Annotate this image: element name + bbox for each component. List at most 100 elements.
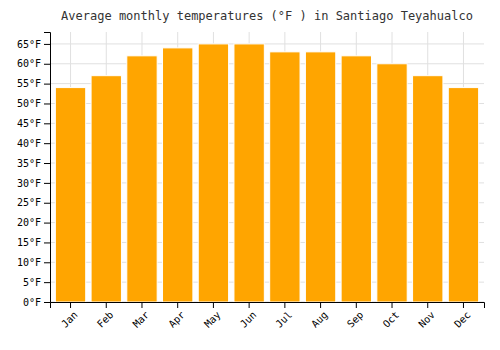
tick-label: Nov [416,309,437,330]
x-axis: Jan Feb Mar Apr May Jun Jul Aug Sep Oct Nov Dec [51,302,485,330]
tick-mark [463,302,464,308]
tick-label: 65°F [17,39,41,50]
tick: Nov [416,302,437,330]
tick-label: Sep [345,309,366,330]
bars [55,44,478,302]
plot: Jan Feb Mar Apr May Jun Jul Aug Sep Oct Nov Dec 0°F 5… [17,32,485,330]
tick: Jul [274,302,295,330]
tick: Mar [131,302,152,330]
tick-mark [44,64,50,65]
bar [91,76,121,302]
tick-label: Dec [452,309,473,330]
grid [50,32,484,302]
tick-label: Mar [131,309,152,330]
tick-label: 35°F [17,158,41,169]
tick-mark [44,143,50,144]
tick-mark [44,242,50,243]
tick: 30°F [17,178,50,189]
axis-line [44,33,51,303]
tick: 35°F [17,158,50,169]
tick-mark [320,302,321,308]
tick: 10°F [17,257,50,268]
tick-mark [44,223,50,224]
tick-label: 55°F [17,78,41,89]
tick-label: 60°F [17,58,41,69]
tick-mark [44,44,50,45]
bar [341,56,371,302]
axis-line [51,303,485,309]
tick-mark [427,302,428,308]
tick-mark [44,203,50,204]
tick: Jun [238,302,259,330]
bar [413,76,443,302]
tick-label: 10°F [17,257,41,268]
tick: 20°F [17,217,50,228]
tick-label: 5°F [23,277,41,288]
tick-mark [44,183,50,184]
tick: Dec [452,302,473,330]
grid-line [50,63,484,64]
bar [127,56,157,302]
tick-label: Jun [238,309,259,330]
tick-mark [177,302,178,308]
tick-label: Jul [274,309,295,330]
tick: Sep [345,302,366,330]
tick-label: 30°F [17,178,41,189]
tick-label: 50°F [17,98,41,109]
tick-label: Aug [309,309,330,330]
title: Average monthly temperatures (°F ) in Sa… [61,9,473,23]
tick: 40°F [17,138,50,149]
tick: May [202,302,223,330]
tick: Aug [309,302,330,330]
tick-label: 40°F [17,138,41,149]
chart: Jan Feb Mar Apr May Jun Jul Aug Sep Oct Nov Dec 0°F 5… [0,0,500,350]
tick-label: May [202,309,223,330]
bar [270,52,300,302]
tick-label: Oct [381,309,402,330]
tick: 65°F [17,39,50,50]
tick-label: 0°F [23,297,41,308]
tick: Feb [95,302,116,330]
y-axis: 0°F 5°F 10°F 15°F 20°F 25°F 30°F 35°F 40°F 45°F 50… [17,33,51,308]
tick-label: 15°F [17,237,41,248]
tick-mark [44,302,50,303]
tick-mark [249,302,250,308]
tick-label: Apr [166,309,187,330]
bar [234,44,264,302]
tick: 0°F [23,297,50,308]
bar [163,48,193,302]
tick-mark [213,302,214,308]
tick: 5°F [23,277,50,288]
tick: 55°F [17,78,50,89]
tick-label: Feb [95,309,116,330]
tick-mark [44,163,50,164]
tick-mark [141,302,142,308]
tick: 60°F [17,58,50,69]
bar [55,88,85,302]
bar [305,52,335,302]
tick-mark [44,123,50,124]
grid-line [50,43,484,44]
tick-label: 25°F [17,197,41,208]
tick: 15°F [17,237,50,248]
tick: 45°F [17,118,50,129]
tick-mark [70,302,71,308]
tick-label: 45°F [17,118,41,129]
tick-label: Jan [59,309,80,330]
tick-mark [44,282,50,283]
tick-mark [392,302,393,308]
bar [198,44,228,302]
tick-mark [44,84,50,85]
tick-mark [356,302,357,308]
tick-mark [44,262,50,263]
tick-mark [44,103,50,104]
tick-label: 20°F [17,217,41,228]
bar [448,88,478,302]
tick-mark [284,302,285,308]
tick: 25°F [17,197,50,208]
bar [377,64,407,302]
tick: Oct [381,302,402,330]
tick-mark [106,302,107,308]
tick: 50°F [17,98,50,109]
tick: Jan [59,302,80,330]
